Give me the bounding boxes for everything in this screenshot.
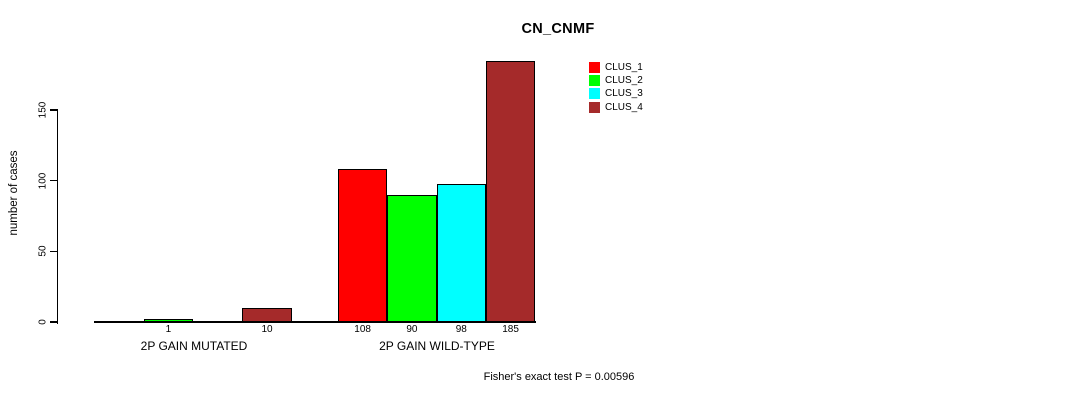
bar-value-label: 108 bbox=[354, 324, 371, 335]
y-axis-tick-label: 100 bbox=[37, 172, 49, 189]
x-group-label-mutated: 2P GAIN MUTATED bbox=[140, 339, 248, 353]
legend-item: CLUS_2 bbox=[589, 74, 643, 87]
legend-item: CLUS_3 bbox=[589, 87, 643, 100]
y-axis-tick-label: 50 bbox=[37, 245, 49, 257]
chart-title: CN_CNMF bbox=[521, 21, 595, 37]
y-axis-line bbox=[56, 110, 59, 324]
x-axis-baseline bbox=[94, 321, 536, 323]
legend-item: CLUS_1 bbox=[589, 61, 643, 74]
legend-color-swatch-icon bbox=[589, 62, 600, 74]
legend-color-swatch-icon bbox=[589, 88, 600, 100]
legend-color-swatch-icon bbox=[589, 75, 600, 87]
legend-color-swatch-icon bbox=[589, 101, 600, 113]
y-axis-tick bbox=[49, 109, 58, 111]
bar-clus-4-group-1 bbox=[242, 307, 292, 322]
y-axis-tick bbox=[49, 250, 58, 253]
bar-value-label: 10 bbox=[261, 324, 273, 335]
legend-item: CLUS_4 bbox=[589, 101, 643, 114]
bar-value-label: 90 bbox=[406, 324, 418, 335]
y-axis-tick bbox=[49, 179, 58, 182]
stat-annotation: Fisher's exact test P = 0.00596 bbox=[483, 371, 635, 383]
bar-value-label: 185 bbox=[502, 324, 519, 335]
bar-clus-1-group-2 bbox=[338, 169, 388, 322]
legend: CLUS_1 CLUS_2 CLUS_3 CLUS_4 bbox=[589, 61, 643, 114]
y-axis-tick-label: 0 bbox=[37, 319, 49, 325]
y-axis-tick-label: 150 bbox=[37, 101, 49, 119]
legend-item-label: CLUS_3 bbox=[605, 88, 643, 100]
bar-clus-2-group-2 bbox=[387, 194, 437, 322]
y-axis-title: number of cases bbox=[8, 150, 20, 236]
bar-clus-3-group-2 bbox=[436, 183, 486, 322]
bar-value-label: 98 bbox=[455, 324, 467, 335]
bar-clus-4-group-2 bbox=[485, 60, 536, 322]
legend-item-label: CLUS_2 bbox=[605, 75, 643, 87]
bar-value-label: 1 bbox=[165, 324, 172, 335]
x-group-label-wild-type: 2P GAIN WILD-TYPE bbox=[379, 339, 495, 353]
y-axis-tick bbox=[49, 321, 58, 323]
legend-item-label: CLUS_4 bbox=[605, 101, 643, 113]
legend-item-label: CLUS_1 bbox=[605, 62, 643, 74]
